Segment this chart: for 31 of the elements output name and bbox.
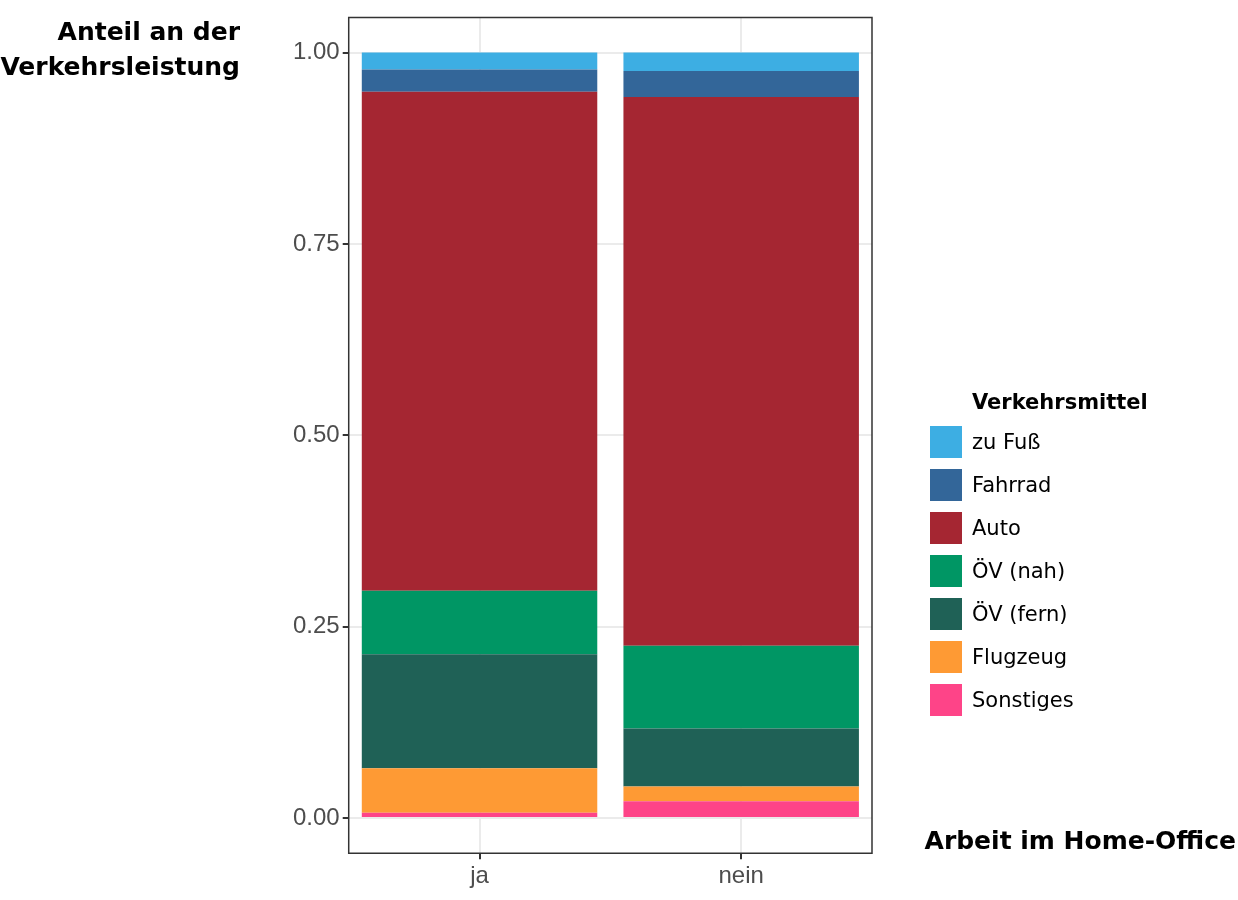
legend-label: Sonstiges (972, 687, 1074, 712)
bar (623, 728, 859, 787)
y-tick-label: 0.00 (292, 802, 340, 830)
legend-label: Fahrrad (972, 472, 1052, 497)
y-tick-label: 0.50 (292, 419, 340, 447)
bar (361, 52, 598, 70)
bar (361, 768, 598, 813)
legend-label: Flugzeug (972, 644, 1068, 669)
x-tick-label: nein (718, 861, 764, 889)
bar (361, 654, 598, 769)
x-tick-label: ja (469, 861, 490, 889)
bar (623, 52, 859, 71)
y-tick-label: 0.75 (292, 228, 340, 256)
bar (361, 812, 598, 817)
legend-label: Auto (972, 515, 1021, 540)
bar (361, 69, 598, 92)
legend-title: Verkehrsmittel (972, 390, 1148, 414)
y-tick-label: 1.00 (292, 37, 340, 65)
legend-label: ÖV (fern) (972, 601, 1068, 626)
bar (623, 786, 859, 802)
bar (623, 645, 859, 729)
bar (623, 97, 859, 646)
bar (361, 590, 598, 655)
y-tick-label: 0.25 (292, 611, 340, 639)
bar (623, 801, 859, 817)
x-axis-title: Arbeit im Home-Office (924, 826, 1236, 855)
legend-label: zu Fuß (972, 429, 1041, 454)
y-axis-title: Anteil an der Verkehrsleistung (0, 16, 240, 83)
bar (623, 70, 859, 97)
legend-label: ÖV (nah) (972, 558, 1066, 583)
bar (361, 91, 598, 591)
